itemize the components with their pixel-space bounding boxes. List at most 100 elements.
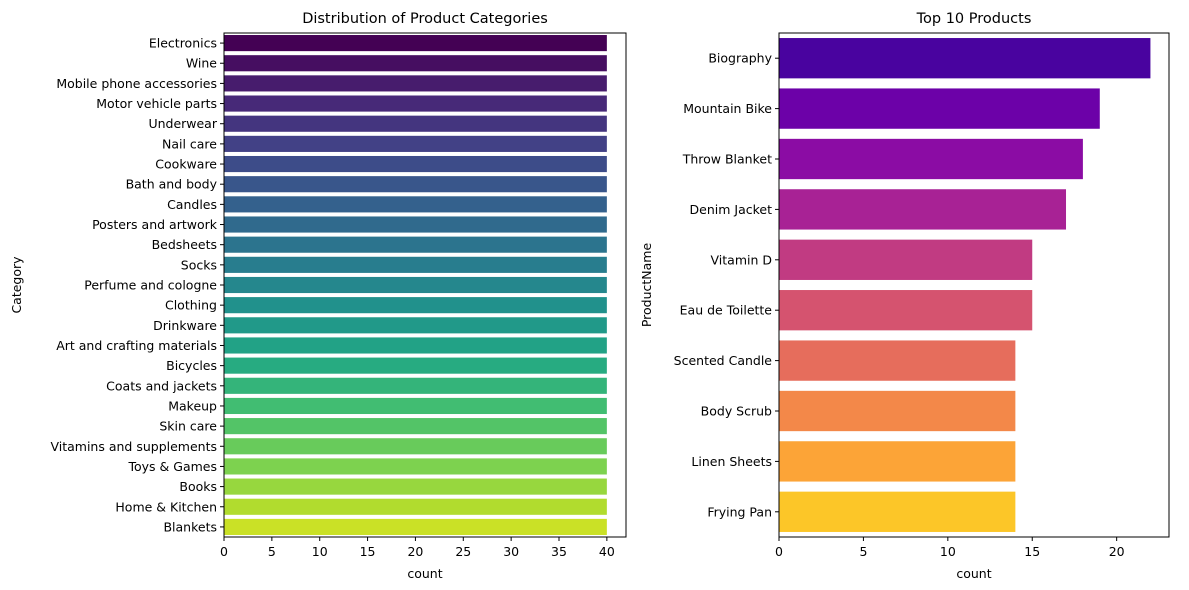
bar-books [224, 478, 607, 495]
y-tick-label: Wine [186, 56, 217, 71]
chart-title: Top 10 Products [916, 11, 1032, 27]
bar-art-and-crafting-materials [224, 337, 607, 354]
bar-vitamin-d [779, 239, 1033, 280]
bar-home-kitchen [224, 498, 607, 515]
plot-frame [223, 32, 627, 538]
bars [779, 38, 1151, 532]
y-tick-label: Books [179, 479, 217, 494]
category-distribution-chart: Distribution of Product Categories count… [9, 11, 627, 581]
y-tick-label: Electronics [149, 36, 217, 51]
x-tick-label: 0 [220, 544, 228, 559]
x-tick-labels: 0 5 10 15 20 [775, 537, 1125, 559]
y-tick-label: Posters and artwork [92, 217, 218, 232]
y-tick-label: Coats and jackets [106, 378, 217, 393]
bar-bath-and-body [224, 176, 607, 193]
bar-blankets [224, 518, 607, 535]
x-tick-label: 35 [551, 544, 567, 559]
x-tick-label: 10 [312, 544, 328, 559]
y-tick-label: Biography [708, 51, 772, 66]
bar-scented-candle [779, 340, 1016, 381]
bar-drinkware [224, 317, 607, 334]
bar-linen-sheets [779, 441, 1016, 482]
y-tick-label: Linen Sheets [691, 454, 772, 469]
plot-frame [778, 32, 1170, 538]
y-tick-labels: Electronics Wine Mobile phone accessories M… [50, 36, 224, 534]
y-tick-label: Nail care [162, 136, 217, 151]
bar-electronics [224, 35, 607, 52]
x-tick-label: 25 [455, 544, 471, 559]
x-tick-label: 0 [775, 544, 783, 559]
bar-skin-care [224, 418, 607, 435]
y-tick-label: Throw Blanket [682, 152, 772, 167]
y-tick-label: Makeup [168, 398, 217, 413]
y-tick-label: Toys & Games [128, 459, 218, 474]
bar-eau-de-toilette [779, 290, 1033, 331]
y-tick-label: Bicycles [166, 358, 217, 373]
bar-underwear [224, 115, 607, 132]
y-tick-label: Bath and body [126, 177, 218, 192]
y-tick-label: Candles [167, 197, 217, 212]
bars [224, 35, 607, 535]
bar-coats-and-jackets [224, 377, 607, 394]
y-tick-label: Bedsheets [152, 237, 217, 252]
bar-perfume-and-cologne [224, 276, 607, 294]
x-tick-label: 15 [1024, 544, 1040, 559]
x-tick-labels: 0 5 10 15 20 25 30 35 40 [220, 537, 615, 559]
bar-body-scrub [779, 390, 1016, 432]
y-tick-label: Eau de Toilette [680, 303, 773, 318]
bar-motor-vehicle-parts [224, 95, 607, 112]
y-tick-label: Drinkware [153, 318, 217, 333]
x-tick-label: 5 [859, 544, 867, 559]
x-axis-label: count [407, 566, 442, 581]
x-axis-label: count [956, 566, 991, 581]
y-tick-label: Blankets [163, 519, 217, 534]
bar-toys-games [224, 458, 607, 475]
bar-nail-care [224, 135, 607, 152]
top-products-chart: Top 10 Products count ProductName Biogra… [639, 11, 1170, 581]
bar-candles [224, 196, 607, 213]
y-tick-label: Frying Pan [707, 504, 772, 519]
y-tick-label: Vitamins and supplements [50, 439, 217, 454]
x-tick-label: 10 [940, 544, 956, 559]
x-tick-label: 20 [1109, 544, 1125, 559]
y-tick-label: Cookware [155, 157, 217, 172]
x-tick-label: 30 [503, 544, 519, 559]
bar-frying-pan [779, 491, 1016, 532]
y-tick-label: Underwear [148, 116, 217, 131]
x-tick-label: 15 [360, 544, 376, 559]
bar-makeup [224, 397, 607, 415]
bar-vitamins-and-supplements [224, 438, 607, 455]
y-tick-label: Scented Candle [674, 353, 773, 368]
y-tick-label: Motor vehicle parts [96, 96, 217, 111]
bar-cookware [224, 155, 607, 173]
y-tick-label: Mobile phone accessories [56, 76, 217, 91]
chart-title: Distribution of Product Categories [302, 11, 548, 27]
y-tick-label: Home & Kitchen [115, 499, 217, 514]
y-tick-label: Vitamin D [711, 252, 772, 267]
y-tick-label: Clothing [165, 298, 217, 313]
bar-denim-jacket [779, 189, 1067, 230]
x-tick-label: 20 [407, 544, 423, 559]
bar-mountain-bike [779, 88, 1100, 129]
bar-wine [224, 55, 607, 72]
bar-bedsheets [224, 236, 607, 253]
bar-socks [224, 256, 607, 273]
bar-posters-and-artwork [224, 216, 607, 233]
y-tick-label: Body Scrub [701, 404, 772, 419]
x-tick-label: 5 [268, 544, 276, 559]
y-tick-label: Mountain Bike [683, 101, 772, 116]
y-tick-label: Denim Jacket [690, 202, 773, 217]
bar-clothing [224, 297, 607, 314]
bar-bicycles [224, 357, 607, 374]
y-tick-label: Perfume and cologne [84, 278, 217, 293]
y-axis-label: ProductName [639, 243, 654, 328]
y-tick-labels: Biography Mountain Bike Throw Blanket Denim… [674, 51, 779, 519]
bar-throw-blanket [779, 138, 1083, 180]
bar-biography [779, 38, 1151, 79]
y-tick-label: Socks [181, 257, 217, 272]
y-axis-label: Category [9, 256, 24, 314]
bar-mobile-phone-accessories [224, 75, 607, 92]
x-tick-label: 40 [599, 544, 615, 559]
y-tick-label: Skin care [159, 419, 217, 434]
